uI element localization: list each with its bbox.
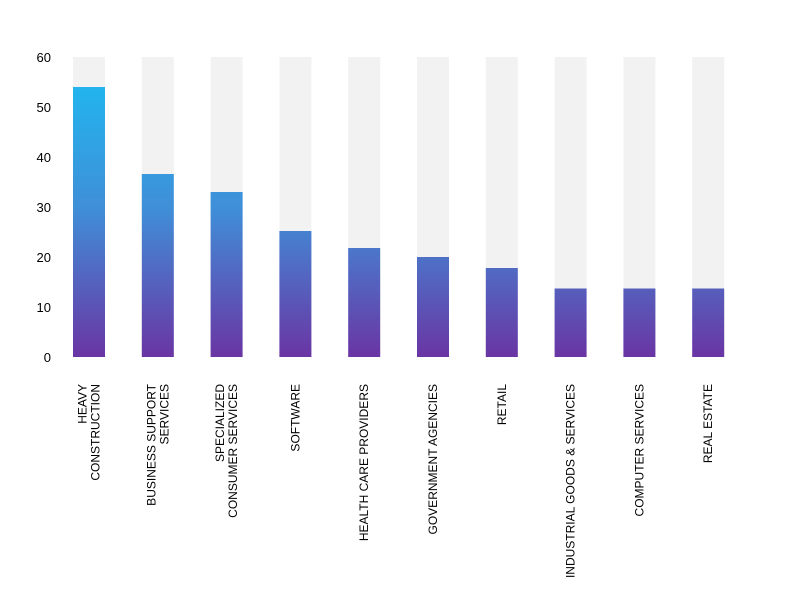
- bar: [485, 268, 518, 357]
- y-tick-label: 50: [37, 100, 51, 115]
- x-tick-label-line: COMPUTER SERVICES: [632, 384, 646, 516]
- bar: [279, 231, 312, 357]
- bar: [348, 248, 381, 357]
- x-tick-label: SOFTWARE: [288, 384, 302, 452]
- x-tick-label-line: SOFTWARE: [288, 384, 302, 452]
- bar: [692, 288, 725, 357]
- x-tick-label-line: SERVICES: [157, 384, 171, 444]
- x-tick-label-line: GOVERNMENT AGENCIES: [426, 384, 440, 534]
- y-tick-label: 20: [37, 250, 51, 265]
- bar: [141, 174, 174, 357]
- bar: [554, 288, 587, 357]
- x-tick-label: HEALTH CARE PROVIDERS: [357, 384, 371, 541]
- x-tick-label-line: INDUSTRIAL GOODS & SERVICES: [564, 384, 578, 578]
- x-tick-label: COMPUTER SERVICES: [632, 384, 646, 516]
- x-tick-label-line: CONSTRUCTION: [89, 384, 103, 481]
- y-tick-label: 30: [37, 200, 51, 215]
- x-tick-label-line: BUSINESS SUPPORT: [144, 383, 158, 505]
- bar: [73, 87, 105, 357]
- bar: [210, 192, 243, 357]
- x-tick-label: HEAVYCONSTRUCTION: [76, 384, 103, 481]
- y-tick-label: 0: [44, 350, 51, 365]
- x-tick-label: SPECIALIZEDCONSUMER SERVICES: [213, 384, 240, 518]
- x-axis-labels: HEAVYCONSTRUCTION BUSINESS SUPPORTSERVICE…: [76, 383, 716, 578]
- x-tick-label: INDUSTRIAL GOODS & SERVICES: [564, 384, 578, 578]
- bar: [623, 288, 656, 357]
- x-tick-label: GOVERNMENT AGENCIES: [426, 384, 440, 534]
- x-tick-label-line: HEAVY: [76, 384, 90, 424]
- x-tick-label: RETAIL: [495, 384, 509, 425]
- x-tick-label-line: RETAIL: [495, 384, 509, 425]
- y-tick-label: 10: [37, 300, 51, 315]
- x-tick-label-line: REAL ESTATE: [701, 384, 715, 463]
- y-tick-label: 40: [37, 150, 51, 165]
- y-axis: 0 10 20 30 40 50 60: [37, 50, 51, 365]
- x-tick-label-line: HEALTH CARE PROVIDERS: [357, 384, 371, 541]
- bar: [417, 257, 449, 357]
- x-tick-label: BUSINESS SUPPORTSERVICES: [144, 383, 171, 505]
- x-tick-label-line: CONSUMER SERVICES: [226, 384, 240, 518]
- data-bars: [73, 87, 725, 357]
- y-tick-label: 60: [37, 50, 51, 65]
- x-tick-label: REAL ESTATE: [701, 384, 715, 463]
- x-tick-label-line: SPECIALIZED: [213, 384, 227, 462]
